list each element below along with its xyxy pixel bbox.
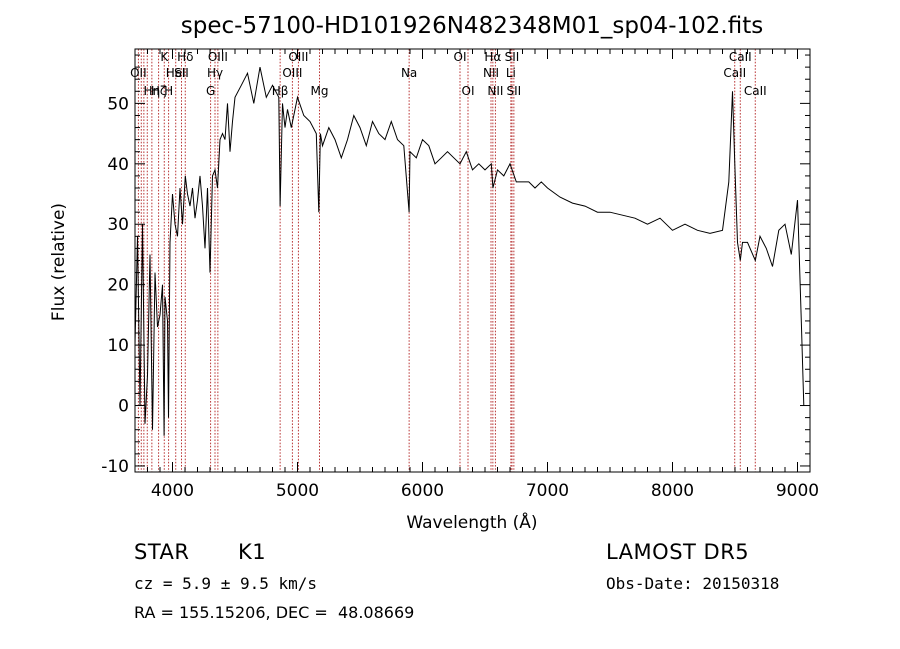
spectral-line-markers (137, 49, 756, 472)
x-tick-label: 9000 (776, 481, 819, 501)
x-axis-label: Wavelength (Å) (406, 511, 537, 533)
x-tick-label: 8000 (651, 481, 694, 501)
line-label: Hη (144, 84, 161, 98)
y-tick-label: 20 (107, 276, 129, 296)
line-label: NII (487, 84, 503, 98)
line-label: H (164, 84, 173, 98)
x-tick-label: 4000 (151, 481, 194, 501)
x-tick-label: 5000 (276, 481, 319, 501)
y-tick-label: 40 (107, 155, 129, 175)
observation-date: Obs-Date: 20150318 (606, 574, 780, 593)
object-subclass: K1 (238, 540, 267, 564)
line-label: OIII (282, 66, 302, 80)
y-tick-label: -10 (101, 457, 129, 477)
y-tick-label: 50 (107, 94, 129, 114)
coordinates: RA = 155.15206, DEC = 48.08669 (134, 603, 415, 622)
y-tick-label: 10 (107, 336, 129, 356)
x-tick-label: 6000 (401, 481, 444, 501)
y-axis-ticks: -10 0 10 20 30 40 50 (101, 54, 810, 477)
y-axis-label: Flux (relative) (49, 203, 69, 321)
line-label: CaII (729, 50, 752, 64)
line-label: SII (174, 66, 189, 80)
line-label: CaII (744, 84, 767, 98)
line-label: SII (505, 50, 520, 64)
line-label: Hα (484, 50, 501, 64)
line-label: NII (483, 66, 499, 80)
line-label: Hβ (272, 84, 289, 98)
line-label: Hδ (177, 50, 193, 64)
plot-frame (134, 48, 811, 473)
y-tick-label: 30 (107, 215, 129, 235)
redshift-velocity: cz = 5.9 ± 9.5 km/s (134, 574, 318, 593)
line-label: K (160, 50, 169, 64)
spectral-line-labels: OIIHηHζKHHeISIIHδGHγOIIIHβOIIIOIIIMgNaOI… (130, 50, 767, 98)
line-label: CaII (723, 66, 746, 80)
chart-title: spec-57100-HD101926N482348M01_sp04-102.f… (181, 13, 763, 39)
line-label: OI (462, 84, 475, 98)
line-label: Hζ (151, 84, 167, 98)
line-label: OI (454, 50, 467, 64)
line-label: Mg (311, 84, 329, 98)
line-label: Li (506, 66, 516, 80)
line-label: OIII (208, 50, 228, 64)
survey-name: LAMOST DR5 (606, 540, 750, 564)
object-type: STAR (134, 540, 190, 564)
line-label: Na (401, 66, 417, 80)
line-label: SII (507, 84, 522, 98)
y-tick-label: 0 (118, 397, 129, 417)
line-label: OIII (288, 50, 308, 64)
x-axis-ticks: 4000 5000 6000 7000 8000 9000 (134, 49, 819, 501)
spectrum-line (134, 66, 805, 436)
line-label: HeI (166, 66, 186, 80)
line-label: OII (130, 66, 147, 80)
line-label: Hγ (207, 66, 223, 80)
x-tick-label: 7000 (526, 481, 569, 501)
line-label: G (206, 84, 215, 98)
